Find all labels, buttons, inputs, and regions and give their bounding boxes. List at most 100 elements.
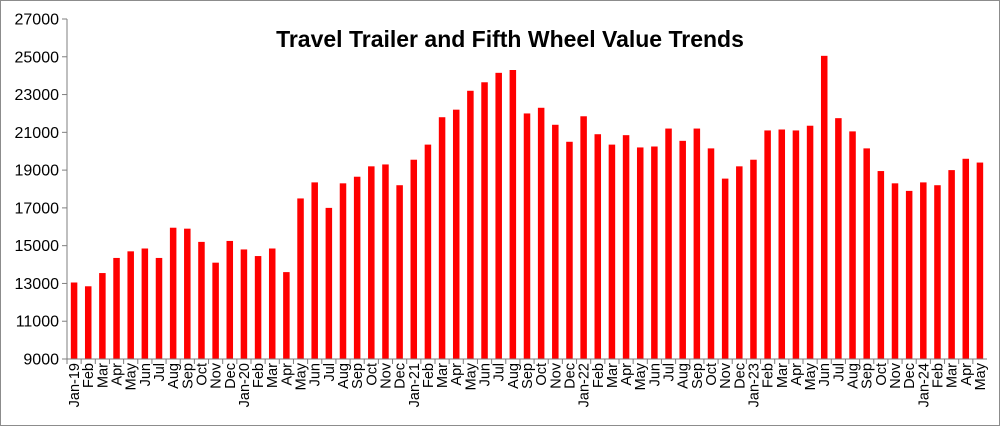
bar bbox=[368, 166, 375, 359]
x-tick-label: Oct bbox=[534, 363, 550, 386]
x-tick-label: Feb bbox=[930, 363, 946, 388]
bar bbox=[537, 107, 545, 360]
bar bbox=[566, 141, 573, 359]
x-tick-label: Apr bbox=[959, 363, 975, 386]
x-tick-label: Aug bbox=[676, 363, 692, 389]
x-tick-label: Nov bbox=[378, 362, 394, 389]
x-tick-label: Oct bbox=[704, 363, 720, 386]
bar bbox=[127, 251, 134, 359]
y-tick-label: 21000 bbox=[15, 125, 60, 142]
x-tick-label: Jun bbox=[138, 363, 154, 386]
x-tick-label: Apr bbox=[789, 363, 805, 386]
x-tick-label: Mar bbox=[605, 363, 621, 388]
x-tick-label: Jan-24 bbox=[916, 363, 932, 407]
bar bbox=[764, 130, 771, 359]
bar bbox=[580, 116, 587, 360]
x-tick-label: Nov bbox=[888, 362, 904, 389]
x-tick-label: Jul bbox=[662, 363, 678, 382]
x-tick-label: Nov bbox=[718, 362, 734, 389]
x-tick-label: May bbox=[973, 362, 989, 390]
bar bbox=[311, 182, 318, 359]
x-tick-label: Feb bbox=[591, 363, 607, 388]
y-tick-label: 13000 bbox=[15, 276, 60, 293]
bar bbox=[424, 144, 432, 359]
bar bbox=[268, 248, 276, 359]
bar bbox=[141, 248, 149, 359]
bar bbox=[155, 257, 163, 359]
x-tick-label: Feb bbox=[421, 363, 437, 388]
bar bbox=[339, 183, 347, 359]
bar bbox=[467, 90, 474, 360]
bar bbox=[382, 164, 389, 359]
x-tick-label: Dec bbox=[562, 363, 578, 389]
x-tick-label: Dec bbox=[902, 363, 918, 389]
bar bbox=[835, 118, 842, 360]
x-tick-label: May bbox=[463, 362, 479, 390]
bar bbox=[70, 282, 78, 359]
x-tick-label: Dec bbox=[393, 363, 409, 389]
bar bbox=[452, 109, 460, 360]
bar bbox=[934, 185, 941, 359]
bar bbox=[509, 70, 517, 359]
x-tick-label: Aug bbox=[166, 363, 182, 389]
bar bbox=[226, 240, 234, 359]
y-tick-label: 11000 bbox=[16, 314, 59, 331]
x-tick-label: Jul bbox=[322, 363, 338, 382]
x-tick-label: Jun bbox=[817, 363, 833, 386]
x-tick-label: Nov bbox=[548, 362, 564, 389]
bar bbox=[169, 227, 177, 359]
x-tick-label: Mar bbox=[945, 363, 961, 388]
x-tick-label: Mar bbox=[435, 363, 451, 388]
bar bbox=[622, 135, 630, 359]
bar bbox=[297, 198, 304, 359]
x-tick-label: Apr bbox=[110, 363, 126, 386]
bar bbox=[254, 256, 262, 359]
bar bbox=[750, 159, 757, 359]
x-tick-label: Jul bbox=[152, 363, 168, 382]
y-tick-label: 9000 bbox=[23, 352, 59, 369]
x-tick-label: Apr bbox=[449, 363, 465, 386]
y-tick-label: 27000 bbox=[15, 12, 60, 29]
x-tick-label: Mar bbox=[95, 363, 111, 388]
bar bbox=[721, 178, 729, 359]
bar bbox=[552, 124, 559, 360]
bar bbox=[905, 190, 913, 359]
bar bbox=[863, 148, 870, 359]
y-axis-ticks: 9000 11000 13000 15000 17000 19000 21000 23000 2… bbox=[15, 12, 67, 369]
bar bbox=[198, 241, 205, 359]
bar bbox=[523, 113, 531, 359]
bar bbox=[396, 185, 403, 359]
x-tick-label: Oct bbox=[364, 363, 380, 386]
x-tick-label: Jul bbox=[831, 363, 847, 382]
x-tick-label: Jun bbox=[647, 363, 663, 386]
x-tick-label: Jan-23 bbox=[746, 363, 762, 407]
x-tick-label: Sep bbox=[520, 363, 536, 389]
y-tick-label: 23000 bbox=[15, 87, 60, 104]
x-tick-label: Aug bbox=[846, 363, 862, 389]
y-tick-label: 17000 bbox=[15, 200, 60, 217]
bar bbox=[325, 207, 333, 359]
x-tick-label: Jun bbox=[308, 363, 324, 386]
x-tick-label: May bbox=[803, 362, 819, 390]
x-tick-label: Jan-22 bbox=[577, 363, 593, 407]
bar bbox=[438, 117, 446, 359]
x-tick-label: Jan-19 bbox=[67, 363, 83, 407]
bar bbox=[99, 273, 106, 359]
bar bbox=[212, 262, 219, 359]
x-tick-label: Oct bbox=[874, 363, 890, 386]
bar bbox=[608, 144, 616, 359]
bar bbox=[891, 183, 899, 359]
bar bbox=[240, 249, 248, 359]
x-tick-label: Jun bbox=[478, 363, 494, 386]
bar bbox=[849, 131, 856, 359]
x-tick-label: Sep bbox=[180, 363, 196, 389]
x-axis-ticks: Jan-19FebMarAprMayJunJulAugSepOctNovDecJ… bbox=[66, 359, 989, 407]
x-tick-label: Jan-21 bbox=[407, 363, 423, 407]
x-tick-label: Aug bbox=[506, 363, 522, 389]
bar bbox=[636, 147, 644, 359]
x-tick-label: Sep bbox=[690, 363, 706, 389]
x-tick-label: Mar bbox=[775, 363, 791, 388]
bar bbox=[84, 286, 92, 359]
bar bbox=[594, 134, 602, 359]
